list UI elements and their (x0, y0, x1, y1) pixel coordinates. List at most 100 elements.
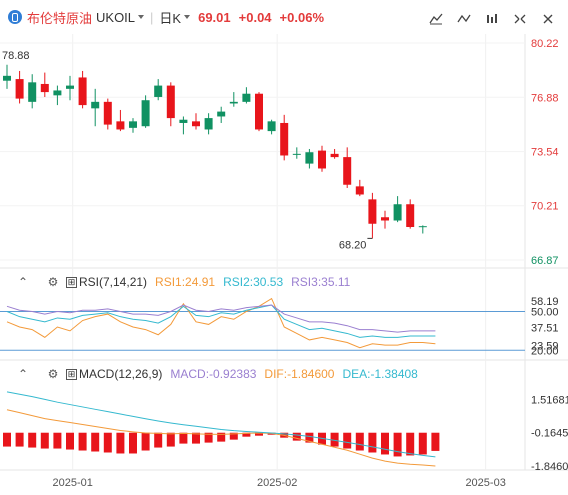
macd-histogram-bar (154, 432, 163, 448)
rsi-settings-icon[interactable]: ⚙ (47, 275, 59, 289)
macd-histogram-bar (292, 432, 301, 441)
macd-histogram-bar (53, 432, 62, 449)
macd-histogram-bar (242, 432, 251, 437)
rsi2-legend: RSI2:30.53 (223, 275, 284, 289)
candle-body (292, 153, 301, 155)
rsi-tick-label: 20.00 (531, 345, 559, 357)
y-tick-label: 80.22 (531, 38, 559, 50)
candle-body (166, 85, 175, 119)
symbol-dropdown-icon[interactable] (138, 15, 145, 19)
close-icon[interactable] (536, 8, 560, 30)
macd-histogram-bar (141, 432, 150, 451)
y-tick-label: 66.87 (531, 255, 559, 267)
candle-body (204, 118, 213, 130)
macd-histogram-bar (91, 432, 100, 452)
macd-histogram-bar (217, 432, 226, 442)
macd-histogram-bar (343, 432, 352, 449)
x-tick-label: 2025-03 (465, 477, 505, 489)
indicator-chart-icon[interactable] (424, 8, 448, 30)
axes: 2025-01 2025-02 2025-03 80.22 76.88 73.54 70.2… (2, 38, 568, 489)
candle-body (355, 186, 364, 195)
rsi-line-rsi1 (6, 297, 436, 349)
macd-tick-label: -0.16459 (531, 428, 568, 440)
macd-histogram-bar (368, 432, 377, 453)
candle-body (418, 226, 427, 228)
candle-body (267, 121, 276, 132)
macd-histogram-bar (305, 432, 314, 443)
candle-body (141, 100, 150, 127)
candle-body (103, 101, 112, 125)
candle-body (318, 150, 326, 169)
price-change-percent: +0.06% (279, 9, 324, 25)
macd-histogram-bar (393, 432, 402, 457)
macd-histogram-bar (192, 432, 200, 444)
candle-body (91, 101, 100, 109)
macd-histogram-bar (418, 432, 427, 455)
header-bar: 布伦特原油 UKOIL | 日K 69.01 +0.04 +0.06% (0, 0, 568, 34)
last-price: 69.01 (198, 9, 231, 25)
candle-body (217, 111, 226, 117)
candle-body (368, 199, 377, 224)
header-divider: | (150, 9, 154, 25)
collapse-icon[interactable]: ⌃ (17, 275, 29, 289)
candle-body (129, 121, 137, 128)
macd-histogram-bar (229, 432, 238, 440)
macd-histogram-bar (103, 432, 112, 453)
rsi-panel (0, 297, 525, 351)
rsi-tick-label: 50.00 (531, 307, 559, 319)
macd-title: MACD(12,26,9) (79, 367, 163, 381)
expand-icon[interactable] (508, 8, 532, 30)
timeframe-label: 日K (159, 10, 182, 26)
y-tick-label: 73.54 (531, 147, 559, 159)
instrument-symbol: UKOIL (96, 9, 136, 25)
macd-histogram-bar (330, 432, 339, 447)
candle-body (330, 153, 339, 158)
dea-legend: DEA:-1.38408 (342, 367, 418, 381)
macd-histogram-bar (129, 432, 137, 454)
candle-body (393, 204, 402, 221)
candle-body (15, 79, 24, 99)
rsi1-legend: RSI1:24.91 (155, 275, 216, 289)
macd-histogram-bar (431, 432, 440, 451)
candlestick-chart (3, 64, 427, 239)
macd-histogram-bar (204, 432, 213, 443)
candle-body (305, 152, 314, 164)
macd-histogram-bar (3, 432, 11, 447)
rsi-toggle-icon[interactable]: ⊞ (66, 276, 77, 288)
macd-legend: MACD:-0.92383 (170, 367, 257, 381)
candle-body (192, 121, 200, 127)
rsi-title: RSI(7,14,21) (79, 275, 148, 289)
macd-histogram-bar (166, 432, 175, 447)
max-price-label: 78.88 (2, 50, 30, 62)
instrument-name: 布伦特原油 (27, 10, 93, 26)
timeframe-select[interactable]: 日K (159, 8, 191, 27)
rsi-line-rsi3 (6, 304, 436, 333)
macd-histogram-bar (66, 432, 74, 450)
candle-body (53, 90, 62, 96)
instrument-logo-icon (8, 10, 22, 24)
candle-body (242, 93, 251, 102)
candle-body (116, 121, 125, 130)
x-tick-label: 2025-02 (257, 477, 297, 489)
macd-toggle-icon[interactable]: ⊞ (66, 368, 77, 380)
candle-body (3, 75, 11, 81)
macd-histogram-bar (355, 432, 364, 451)
rsi-tick-label: 37.51 (531, 323, 559, 335)
macd-histogram-bar (28, 432, 37, 448)
min-price-label: 68.20 (339, 239, 367, 251)
macd-collapse-icon[interactable]: ⌃ (17, 367, 29, 381)
macd-line-dif (6, 409, 436, 467)
toolbar (424, 8, 560, 30)
macd-histogram-bar (40, 432, 49, 449)
macd-histogram-bar (78, 432, 87, 451)
rsi3-legend: RSI3:35.11 (291, 275, 351, 289)
y-tick-label: 70.21 (531, 201, 559, 213)
settings-icon[interactable] (480, 8, 504, 30)
candle-body (179, 119, 188, 123)
compare-icon[interactable] (452, 8, 476, 30)
macd-settings-icon[interactable]: ⚙ (47, 367, 59, 381)
candle-body (406, 204, 415, 228)
macd-histogram-bar (116, 432, 125, 454)
x-tick-label: 2025-01 (53, 477, 93, 489)
